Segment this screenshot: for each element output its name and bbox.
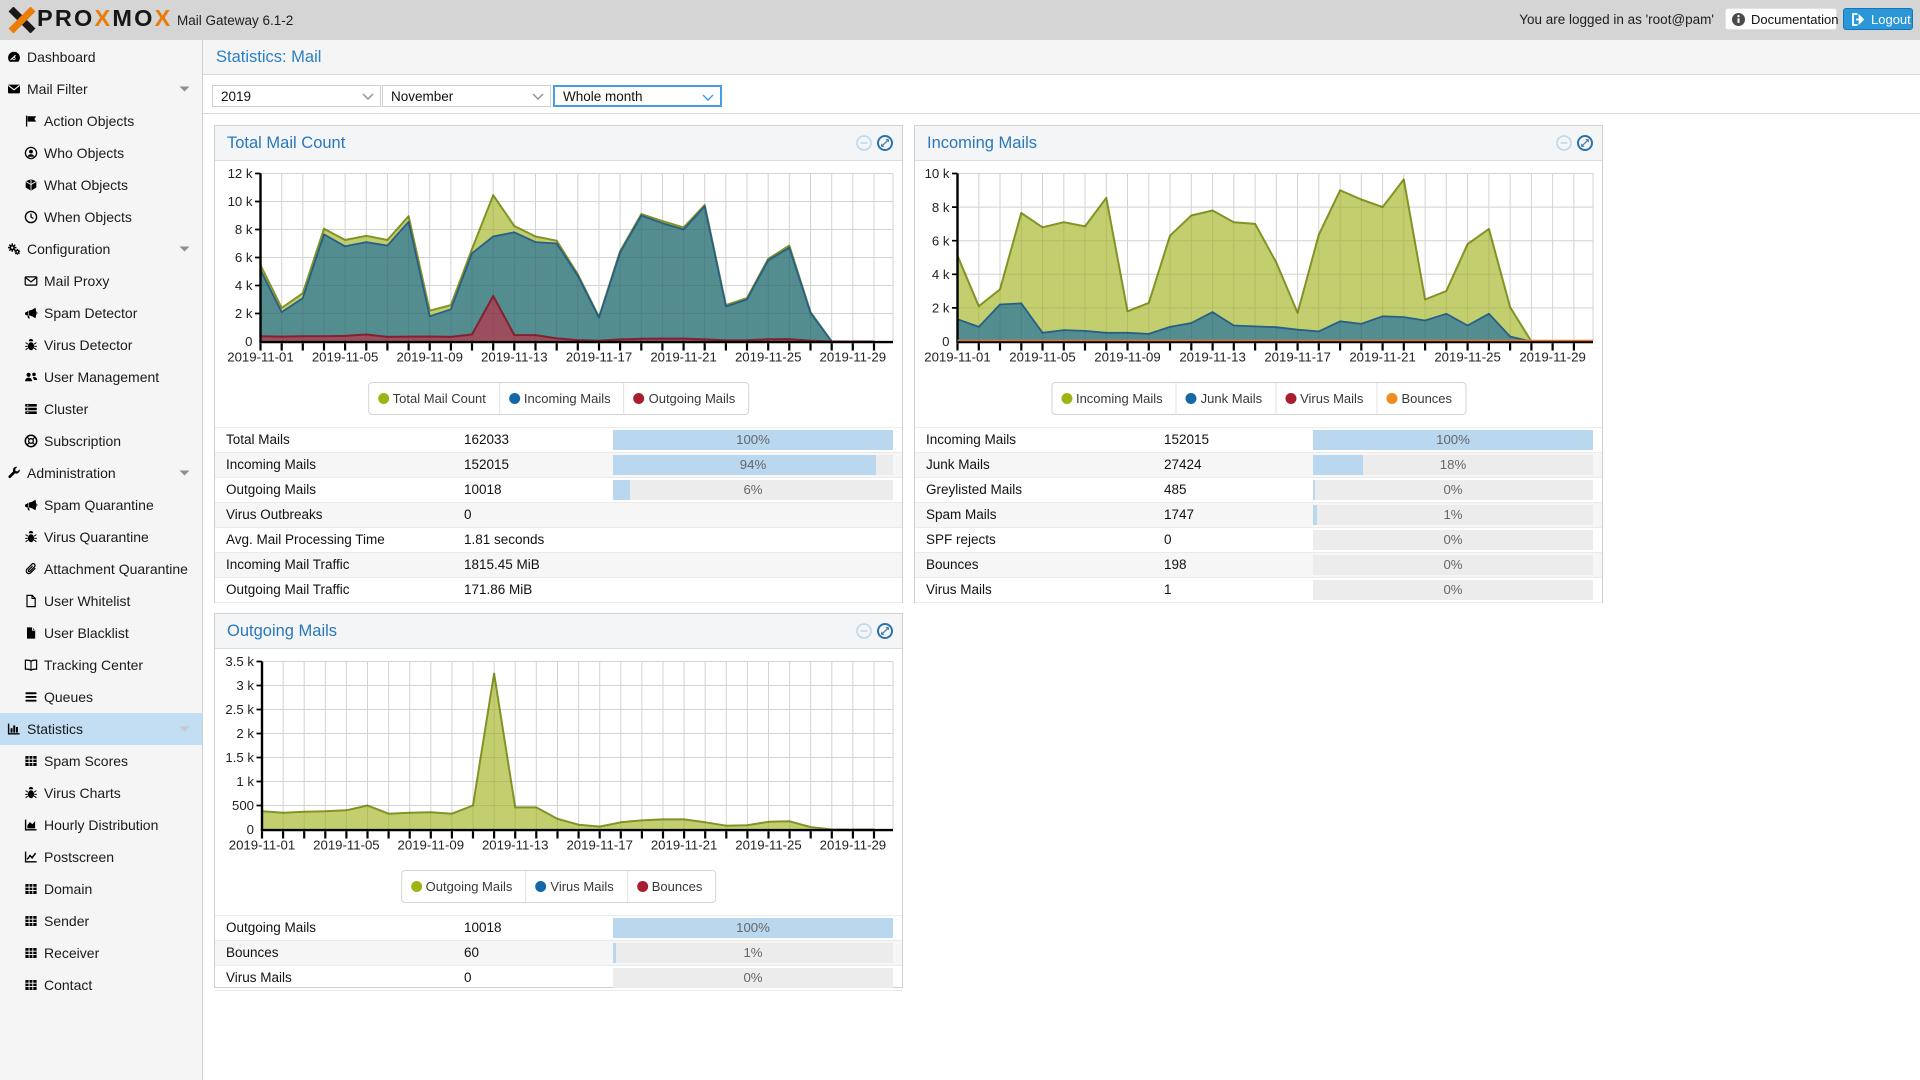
svg-text:2019-11-17: 2019-11-17 [1264, 350, 1330, 365]
svg-text:12 k: 12 k [228, 166, 253, 181]
svg-text:4 k: 4 k [932, 267, 950, 282]
svg-text:2019-11-05: 2019-11-05 [1009, 350, 1075, 365]
svg-text:2019-11-05: 2019-11-05 [312, 350, 378, 365]
svg-text:2019-11-01: 2019-11-01 [229, 838, 295, 853]
svg-text:8 k: 8 k [932, 200, 950, 215]
svg-text:2019-11-25: 2019-11-25 [735, 838, 801, 853]
svg-text:2019-11-13: 2019-11-13 [1179, 350, 1245, 365]
svg-text:1.5 k: 1.5 k [225, 750, 254, 765]
svg-text:6 k: 6 k [932, 233, 950, 248]
svg-text:8 k: 8 k [235, 222, 253, 237]
svg-text:3.5 k: 3.5 k [225, 654, 254, 669]
svg-text:2019-11-01: 2019-11-01 [924, 350, 990, 365]
svg-text:2019-11-25: 2019-11-25 [735, 350, 801, 365]
svg-text:2019-11-29: 2019-11-29 [820, 350, 886, 365]
svg-text:2 k: 2 k [236, 726, 254, 741]
svg-text:2 k: 2 k [235, 306, 253, 321]
svg-text:2019-11-09: 2019-11-09 [396, 350, 462, 365]
svg-text:2019-11-13: 2019-11-13 [481, 350, 547, 365]
svg-text:4 k: 4 k [235, 278, 253, 293]
svg-text:6 k: 6 k [235, 250, 253, 265]
svg-text:2019-11-29: 2019-11-29 [1519, 350, 1585, 365]
svg-text:1 k: 1 k [236, 774, 254, 789]
svg-text:2019-11-09: 2019-11-09 [1094, 350, 1160, 365]
svg-text:2019-11-21: 2019-11-21 [651, 838, 717, 853]
svg-text:2 k: 2 k [932, 301, 950, 316]
svg-text:2019-11-17: 2019-11-17 [566, 838, 632, 853]
svg-text:2019-11-21: 2019-11-21 [1349, 350, 1415, 365]
svg-text:2019-11-29: 2019-11-29 [820, 838, 886, 853]
svg-text:2019-11-21: 2019-11-21 [650, 350, 716, 365]
svg-text:10 k: 10 k [228, 194, 253, 209]
svg-text:0: 0 [247, 822, 254, 837]
svg-text:0: 0 [245, 334, 252, 349]
svg-text:500: 500 [232, 798, 254, 813]
svg-text:2019-11-13: 2019-11-13 [482, 838, 548, 853]
svg-text:0: 0 [942, 334, 949, 349]
svg-text:2019-11-25: 2019-11-25 [1434, 350, 1500, 365]
svg-text:2.5 k: 2.5 k [225, 702, 254, 717]
svg-text:2019-11-01: 2019-11-01 [227, 350, 293, 365]
svg-text:2019-11-17: 2019-11-17 [566, 350, 632, 365]
svg-text:10 k: 10 k [925, 166, 950, 181]
svg-text:2019-11-05: 2019-11-05 [313, 838, 379, 853]
svg-text:3 k: 3 k [236, 678, 254, 693]
svg-text:2019-11-09: 2019-11-09 [398, 838, 464, 853]
